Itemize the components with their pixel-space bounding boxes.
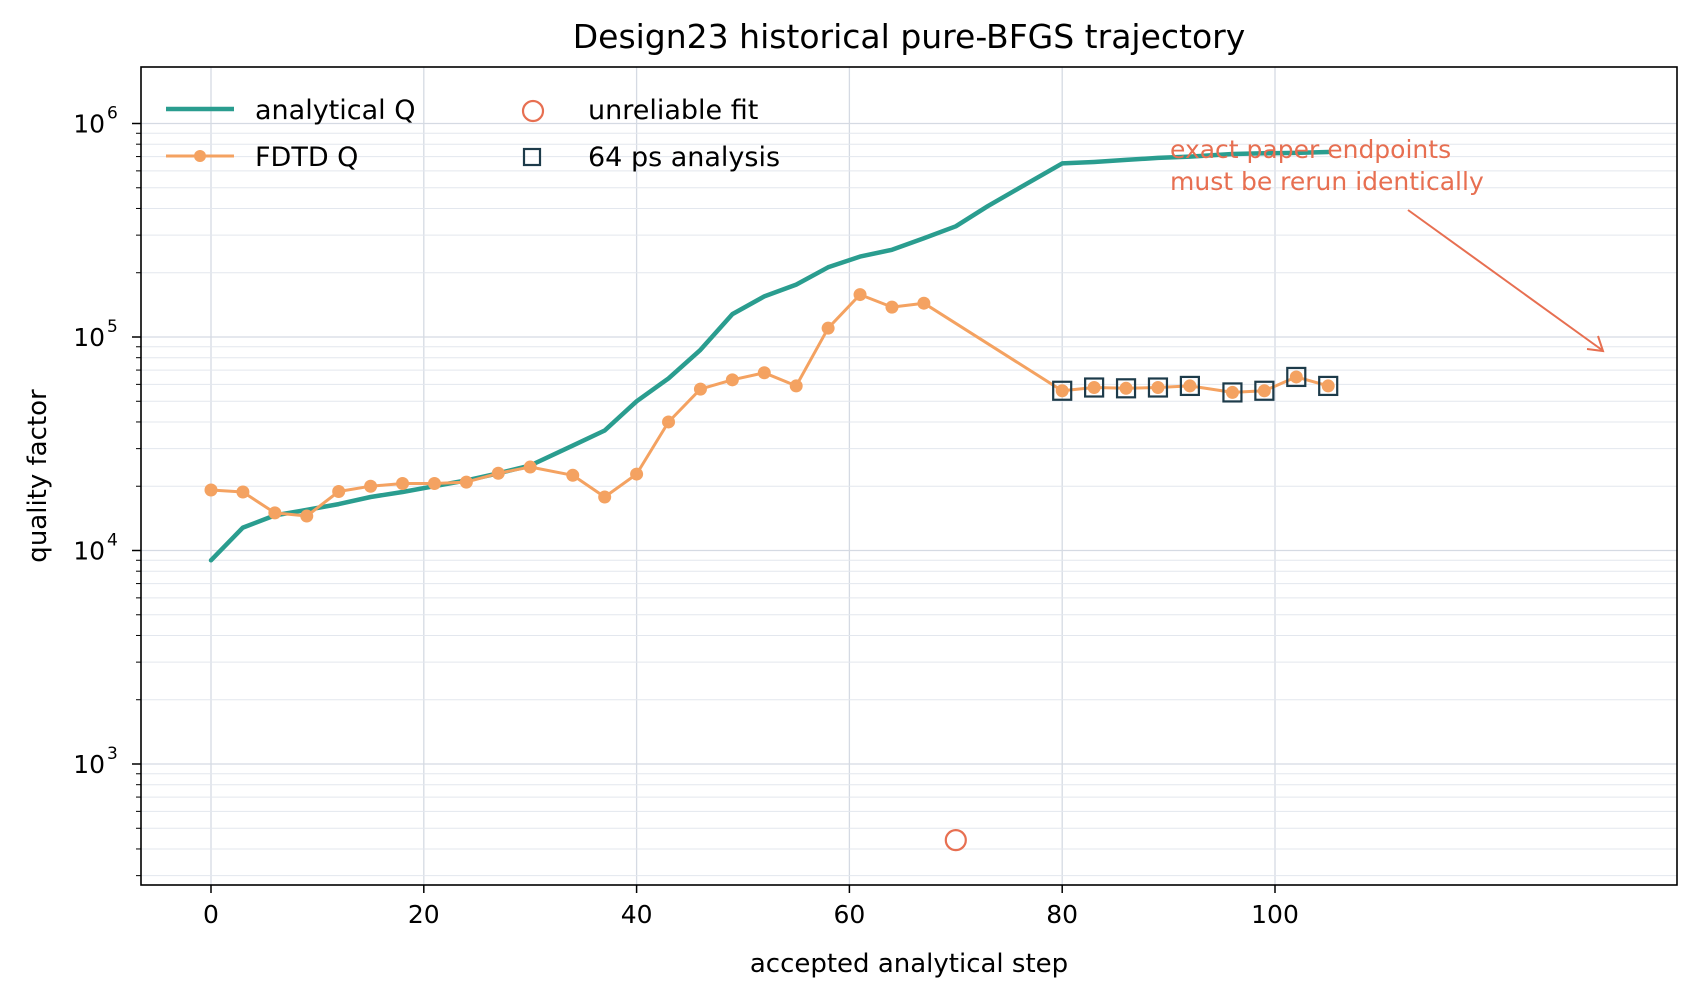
legend-marker-fdtd-q [194,150,206,162]
data-point-fdtd-q [332,484,346,498]
data-point-fdtd-q [598,490,612,504]
data-point-fdtd-q [364,479,378,493]
data-point-64-ps-analysis [1115,378,1137,399]
data-point-fdtd-q [789,379,803,393]
data-point-fdtd-q [821,321,835,335]
legend-item-unreliable-fit: unreliable fit [521,95,758,126]
data-point-fdtd-q [427,476,441,490]
legend-label-unreliable-fit: unreliable fit [588,95,758,126]
legend-label-fdtd-q: FDTD Q [255,142,358,173]
data-point-fdtd-q [1087,381,1101,395]
data-point-64-ps-analysis [1084,377,1105,398]
chart-title: Design23 historical pure-BFGS trajectory [573,17,1246,56]
data-point-fdtd-q [1055,384,1069,398]
x-tick-label: 80 [1046,900,1078,929]
data-point-fdtd-q [917,296,931,310]
data-point-fdtd-q [725,373,739,387]
data-point-fdtd-q [566,468,580,482]
data-point-fdtd-q [1151,381,1165,395]
legend: analytical Q FDTD Q unreliable fit 64 ps… [166,95,780,173]
data-point-fdtd-q [757,366,771,380]
x-tick-label: 60 [833,900,865,929]
plot-area-frame [140,66,1678,886]
x-tick-label: 0 [203,900,219,929]
data-point-fdtd-q [1119,381,1133,395]
data-point-fdtd-q [1183,379,1197,393]
y-tick-exponent: 6 [107,104,118,124]
legend-label-analytical-q: analytical Q [255,95,416,126]
annotation: exact paper endpoints must be rerun iden… [1170,135,1605,353]
y-tick-label: 10 [73,750,105,779]
annotation-line-2: must be rerun identically [1170,167,1484,196]
data-point-fdtd-q [236,485,250,499]
data-point-64-ps-analysis [1179,375,1200,397]
data-point-fdtd-q [693,382,707,396]
data-point-64-ps-analysis [1254,380,1275,401]
data-point-fdtd-q [300,509,314,523]
data-point-fdtd-q [459,475,473,489]
y-tick-exponent: 4 [107,531,118,551]
data-point-fdtd-q [523,460,537,474]
data-point-fdtd-q [491,466,505,480]
legend-item-analytical-q: analytical Q [166,95,416,126]
y-tick-exponent: 3 [107,744,118,764]
x-tick-label: 100 [1251,900,1299,929]
legend-item-64ps-analysis: 64 ps analysis [522,142,780,173]
grid [141,67,1677,885]
legend-label-64ps-analysis: 64 ps analysis [588,142,780,173]
data-point-fdtd-q [1225,385,1239,399]
data-point-fdtd-q [268,506,282,520]
data-point-64-ps-analysis [1052,380,1073,401]
x-axis-title: accepted analytical step [750,949,1068,979]
data-point-fdtd-q [1289,370,1303,384]
data-point-fdtd-q [630,467,644,481]
x-tick-label: 40 [621,900,653,929]
data-point-64-ps-analysis [1318,375,1339,397]
data-point-fdtd-q [396,476,410,490]
data-point-fdtd-q [204,483,218,497]
data-point-unreliable-fit [944,829,967,852]
x-tick-label: 20 [408,900,440,929]
data-point-fdtd-q [662,415,676,429]
y-tick-label: 10 [73,537,105,566]
data-point-64-ps-analysis [1222,382,1243,403]
data-point-fdtd-q [1321,379,1335,393]
y-tick-label: 10 [73,323,105,352]
data-point-fdtd-q [853,288,867,302]
series-line-analytical-q [208,149,1331,563]
annotation-line-1: exact paper endpoints [1170,135,1451,164]
data-point-fdtd-q [885,300,899,314]
y-tick-label: 10 [73,110,105,139]
data-point-64-ps-analysis [1286,366,1307,388]
annotation-arrowhead [1586,335,1605,353]
legend-item-fdtd-q: FDTD Q [166,142,358,173]
legend-marker-64ps-analysis [522,147,542,167]
data-point-fdtd-q [1257,384,1271,398]
legend-marker-unreliable-fit [521,99,545,123]
y-tick-exponent: 5 [107,317,118,337]
annotation-arrow [1407,209,1603,351]
y-axis-title: quality factor [23,389,53,563]
series-layer [204,149,1339,852]
data-point-64-ps-analysis [1147,377,1169,398]
